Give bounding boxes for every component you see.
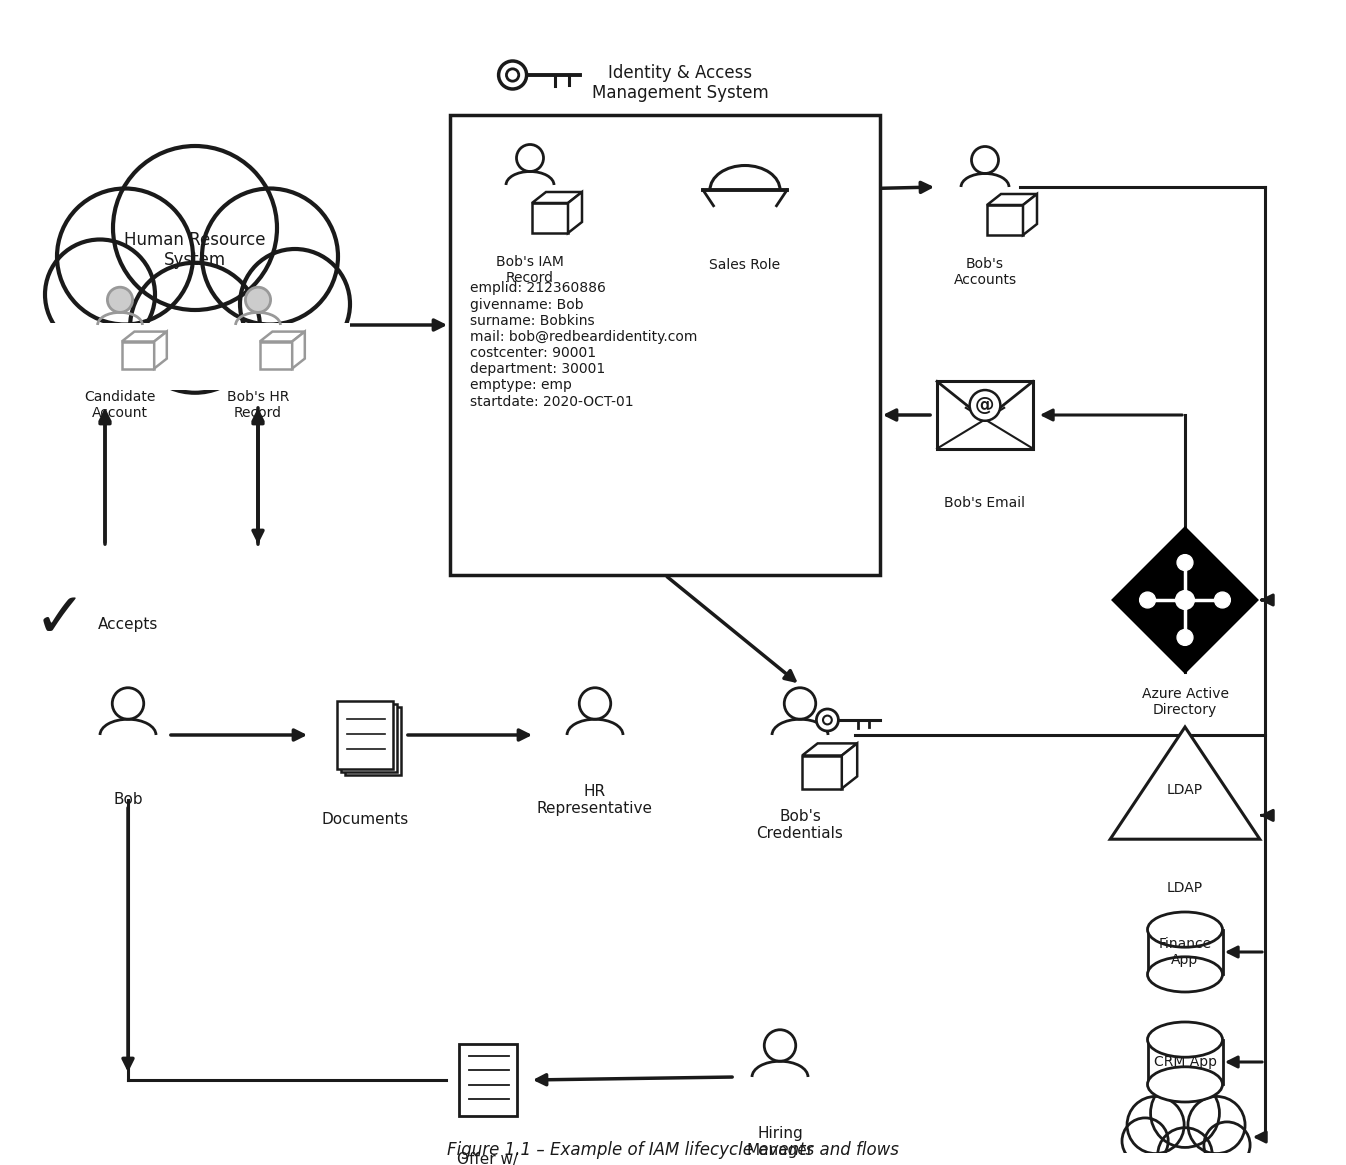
Circle shape [108, 288, 133, 312]
Polygon shape [1113, 528, 1257, 672]
Circle shape [1189, 1096, 1245, 1153]
Bar [260, 341, 292, 368]
Circle shape [131, 263, 260, 393]
Bar [937, 381, 1032, 449]
Text: Offer w/
Start Date: Offer w/ Start Date [448, 1152, 528, 1165]
Circle shape [1123, 1118, 1168, 1164]
Bar [1148, 1039, 1222, 1085]
Circle shape [1178, 629, 1193, 645]
Text: Accepts: Accepts [98, 617, 159, 633]
Circle shape [817, 709, 839, 730]
Circle shape [1140, 592, 1155, 608]
Text: HR
Representative: HR Representative [537, 784, 653, 817]
Bar [1148, 930, 1222, 974]
Circle shape [765, 1030, 795, 1061]
Text: Azure Active
Directory: Azure Active Directory [1141, 687, 1229, 718]
Text: Bob's HR
Record: Bob's HR Record [227, 390, 289, 421]
Text: Hiring
Manager: Hiring Manager [747, 1125, 813, 1158]
Polygon shape [532, 192, 581, 203]
Text: emplid: 212360886
givenname: Bob
surname: Bobkins
mail: bob@redbeardidentity.com: emplid: 212360886 givenname: Bob surname… [470, 281, 697, 409]
Circle shape [1214, 592, 1230, 608]
Circle shape [822, 715, 832, 725]
Circle shape [245, 288, 271, 312]
Ellipse shape [1148, 956, 1222, 993]
Bar [532, 203, 568, 233]
Polygon shape [155, 332, 167, 368]
Circle shape [506, 69, 518, 82]
Ellipse shape [1148, 1067, 1222, 1102]
Circle shape [969, 390, 1000, 421]
Bar [336, 701, 393, 769]
Circle shape [202, 189, 338, 325]
Circle shape [240, 249, 350, 359]
Text: LDAP: LDAP [1167, 783, 1203, 797]
Circle shape [498, 61, 526, 89]
Circle shape [57, 189, 192, 325]
Circle shape [1151, 1079, 1219, 1148]
Text: Documents: Documents [322, 812, 409, 827]
Circle shape [1203, 1122, 1250, 1165]
Text: Bob's IAM
Record: Bob's IAM Record [497, 255, 564, 285]
Circle shape [112, 687, 144, 719]
Circle shape [1127, 1096, 1184, 1153]
Bar [987, 205, 1023, 235]
Bar [1120, 1153, 1250, 1165]
Polygon shape [1023, 195, 1036, 235]
Text: ✓: ✓ [34, 589, 86, 650]
Circle shape [517, 144, 544, 171]
Text: Bob's
Accounts: Bob's Accounts [953, 257, 1016, 287]
Text: Bob's
Credentials: Bob's Credentials [756, 809, 844, 841]
Bar [345, 707, 401, 775]
Bar [459, 1044, 517, 1116]
Circle shape [1178, 555, 1193, 571]
Text: Bob: Bob [113, 792, 143, 807]
Bar [40, 323, 350, 389]
Bar [121, 341, 155, 368]
Polygon shape [568, 192, 581, 233]
Bar [802, 755, 841, 789]
Bar [450, 115, 880, 576]
Circle shape [44, 240, 155, 350]
Polygon shape [802, 743, 857, 755]
Text: @: @ [976, 396, 995, 415]
Polygon shape [260, 332, 304, 341]
Text: Human Resource
System: Human Resource System [124, 231, 265, 269]
Polygon shape [121, 332, 167, 341]
Text: LDAP: LDAP [1167, 881, 1203, 895]
Circle shape [579, 687, 611, 719]
Text: Sales Role: Sales Role [709, 257, 781, 271]
Polygon shape [841, 743, 857, 789]
Text: CRM App: CRM App [1154, 1055, 1217, 1069]
Circle shape [785, 687, 816, 719]
Polygon shape [1110, 727, 1260, 839]
Text: Bob's Email: Bob's Email [945, 496, 1026, 510]
Text: Figure 1.1 – Example of IAM lifecycle events and flows: Figure 1.1 – Example of IAM lifecycle ev… [447, 1141, 899, 1159]
Circle shape [1158, 1128, 1213, 1165]
Circle shape [972, 147, 999, 174]
Circle shape [1175, 591, 1194, 609]
Polygon shape [292, 332, 304, 368]
Ellipse shape [1148, 912, 1222, 947]
Bar [341, 704, 397, 772]
Ellipse shape [1148, 1022, 1222, 1057]
Polygon shape [987, 195, 1036, 205]
Text: Identity & Access
Management System: Identity & Access Management System [592, 64, 769, 103]
Circle shape [113, 146, 277, 310]
Text: Candidate
Account: Candidate Account [85, 390, 156, 421]
Text: Finance
App: Finance App [1159, 937, 1211, 967]
